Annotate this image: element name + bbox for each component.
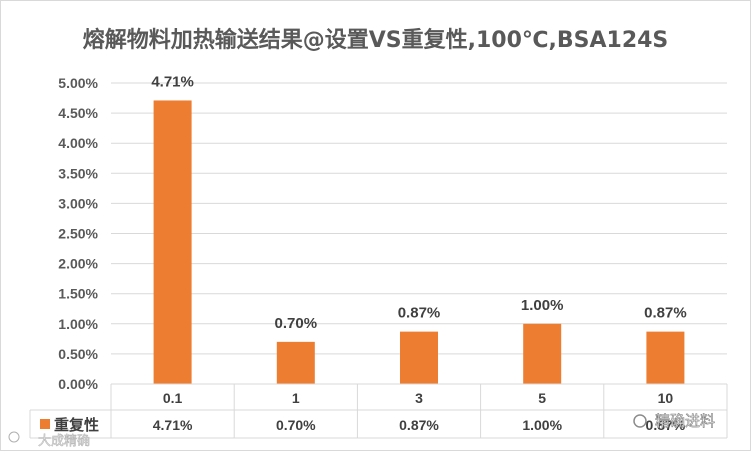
- table-value: 0.87%: [646, 417, 686, 433]
- y-tick-label: 3.50%: [58, 165, 98, 181]
- bar: [400, 331, 438, 384]
- table-value: 0.87%: [399, 417, 439, 433]
- data-label: 0.70%: [275, 315, 318, 332]
- x-tick-label: 1: [292, 390, 300, 406]
- data-label: 0.87%: [398, 305, 441, 322]
- y-tick-label: 1.00%: [58, 316, 98, 332]
- y-tick-label: 0.50%: [58, 346, 98, 362]
- y-axis-tick-labels: 0.00% 0.50% 1.00% 1.50% 2.00% 2.50% 3.00% 3.50%…: [58, 75, 98, 392]
- bar: [646, 331, 685, 384]
- table-value: 1.00%: [522, 417, 562, 433]
- bar-series: [153, 100, 685, 384]
- y-tick-label: 5.00%: [58, 75, 98, 91]
- watermark-icon: [8, 431, 20, 443]
- y-tick-label: 2.50%: [58, 226, 98, 242]
- y-tick-label: 0.00%: [58, 376, 98, 392]
- data-label: 4.71%: [151, 73, 194, 90]
- gridlines: [111, 82, 727, 355]
- table-value: 0.70%: [276, 417, 316, 433]
- y-tick-label: 2.00%: [58, 256, 98, 272]
- chart-title: 熔解物料加热输送结果@设置VS重复性,100℃,BSA124S: [82, 28, 669, 53]
- table-value: 4.71%: [153, 417, 193, 433]
- legend-swatch: [40, 419, 50, 429]
- data-label: 1.00%: [521, 297, 564, 314]
- bar: [153, 100, 192, 384]
- x-tick-label: 5: [538, 390, 546, 406]
- data-table: 0.1 4.71% 1 0.70% 3 0.87% 5 1.00% 10 0.87% 重复性: [29, 383, 728, 439]
- y-tick-label: 4.50%: [58, 105, 98, 121]
- bar: [276, 341, 315, 384]
- y-tick-label: 1.50%: [58, 286, 98, 302]
- watermark-text: 精确进料: [655, 412, 715, 430]
- y-tick-label: 4.00%: [58, 135, 98, 151]
- data-label: 0.87%: [644, 305, 687, 322]
- watermark-text: 大成精确: [38, 434, 90, 449]
- bar: [523, 323, 562, 384]
- wechat-icon: [633, 414, 647, 428]
- x-tick-label: 3: [415, 390, 423, 406]
- y-tick-label: 3.00%: [58, 195, 98, 211]
- data-labels: 4.71% 0.70% 0.87% 1.00% 0.87%: [151, 73, 686, 331]
- x-tick-label: 10: [658, 390, 674, 406]
- legend-label: 重复性: [54, 416, 99, 434]
- x-tick-label: 0.1: [163, 390, 183, 406]
